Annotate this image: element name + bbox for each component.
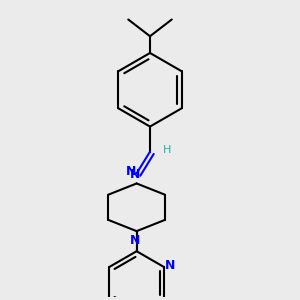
Text: N: N <box>130 168 140 181</box>
Text: H: H <box>163 145 171 155</box>
Text: N: N <box>125 165 136 178</box>
Text: N: N <box>165 259 175 272</box>
Text: N: N <box>130 234 140 247</box>
